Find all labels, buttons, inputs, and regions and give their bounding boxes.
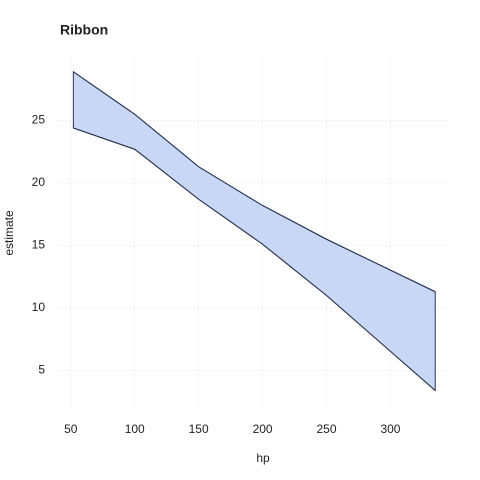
y-tick-label: 10 xyxy=(32,300,46,314)
x-axis-label: hp xyxy=(256,451,270,465)
x-tick-label: 150 xyxy=(189,422,209,436)
y-tick-label: 25 xyxy=(32,113,46,127)
x-tick-label: 250 xyxy=(317,422,337,436)
y-axis-label: estimate xyxy=(2,210,16,256)
ribbon-edge-lower xyxy=(73,127,436,391)
chart-title: Ribbon xyxy=(60,22,108,38)
x-tick-label: 50 xyxy=(64,422,78,436)
ribbon-edge-upper xyxy=(73,71,436,293)
y-tick-label: 5 xyxy=(38,363,45,377)
x-tick-label: 100 xyxy=(125,422,145,436)
x-tick-label: 200 xyxy=(253,422,273,436)
y-tick-label: 15 xyxy=(32,238,46,252)
y-tick-label: 20 xyxy=(32,175,46,189)
x-tick-label: 300 xyxy=(380,422,400,436)
